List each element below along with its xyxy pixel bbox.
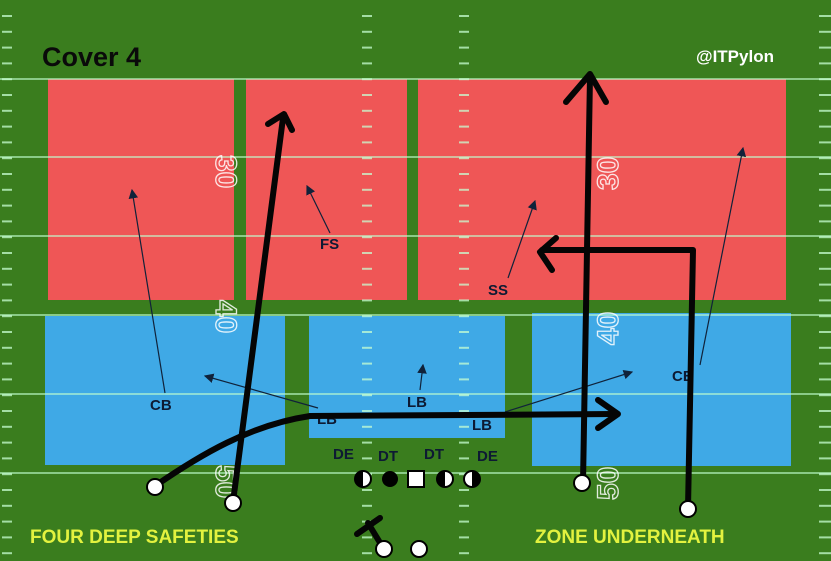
ss-arrow xyxy=(507,199,537,279)
receiver xyxy=(573,474,591,492)
lb-left-arrow xyxy=(203,373,319,409)
yard-number: 30 xyxy=(592,157,625,190)
defender-drop-arrows xyxy=(128,146,747,413)
receiver xyxy=(146,478,164,496)
yard-number: 40 xyxy=(209,300,242,333)
author-handle: @ITPylon xyxy=(696,47,774,66)
route-go-left xyxy=(230,115,286,505)
label-lb-middle: LB xyxy=(407,394,427,411)
deep-zone-left xyxy=(48,79,234,300)
label-cb-left: CB xyxy=(150,397,172,414)
receiver xyxy=(224,494,242,512)
route-go-right xyxy=(580,73,593,486)
route-crosser-arrowhead xyxy=(595,397,621,431)
label-ss: SS xyxy=(488,282,508,299)
label-dt-left: DT xyxy=(378,448,398,465)
cb-left-arrow xyxy=(128,188,166,394)
route-corner-in xyxy=(539,247,696,511)
yard-number: 50 xyxy=(592,467,625,500)
fs-arrow xyxy=(306,184,331,234)
lineman xyxy=(382,471,398,487)
caption-left: FOUR DEEP SAFETIES xyxy=(30,527,239,548)
offensive-line xyxy=(354,470,481,488)
label-fs: FS xyxy=(320,236,339,253)
center xyxy=(407,470,425,488)
running-back xyxy=(410,540,428,558)
yard-number: 30 xyxy=(209,155,242,188)
cb-right-arrow xyxy=(699,146,747,366)
route-go-left-arrowhead xyxy=(265,111,295,133)
caption-right: ZONE UNDERNEATH xyxy=(535,527,725,548)
label-dt-right: DT xyxy=(424,446,444,463)
label-lb-right: LB xyxy=(472,417,492,434)
quarterback xyxy=(375,540,393,558)
route-go-right-arrowhead xyxy=(563,71,609,105)
yard-numbers-right: 30 40 50 xyxy=(591,156,625,501)
offensive-players xyxy=(146,474,697,558)
page-title: Cover 4 xyxy=(42,42,141,72)
route-crosser xyxy=(152,411,618,489)
deep-zone-right xyxy=(418,79,786,300)
underneath-zone-right xyxy=(532,313,791,466)
label-de-left: DE xyxy=(333,446,354,463)
label-de-right: DE xyxy=(477,448,498,465)
yard-number: 40 xyxy=(592,312,625,345)
routes xyxy=(152,71,696,549)
deep-zone-middle xyxy=(246,79,407,300)
lb-right-arrow xyxy=(504,369,634,413)
receiver xyxy=(679,500,697,518)
route-corner-in-arrowhead xyxy=(537,235,559,273)
yard-numbers-left: 30 40 50 xyxy=(208,154,242,499)
lb-middle-arrow xyxy=(417,363,427,391)
